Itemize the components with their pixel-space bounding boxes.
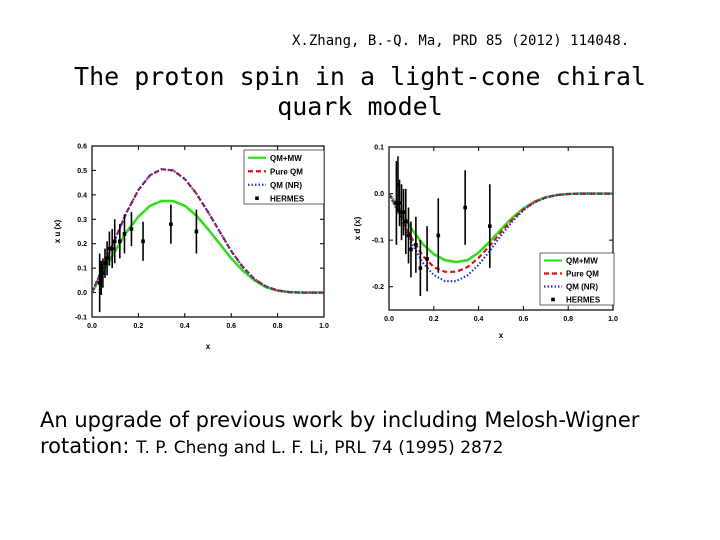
legend-marker xyxy=(551,297,555,302)
legend: QM+MW Pure QM QM (NR) HERMES xyxy=(539,252,615,306)
legend-label: Pure QM xyxy=(270,167,303,176)
x-tick-label: 0.2 xyxy=(134,323,144,330)
y-tick-label: -0.1 xyxy=(372,238,384,245)
x-tick-label: 0.4 xyxy=(474,316,484,323)
y-tick-label: -0.1 xyxy=(75,315,87,322)
legend-box xyxy=(243,149,325,205)
hermes-point xyxy=(99,276,104,280)
legend-box xyxy=(539,252,615,306)
x-tick-label: 0.6 xyxy=(226,323,236,330)
legend-label: HERMES xyxy=(566,296,601,305)
citation: X.Zhang, B.-Q. Ma, PRD 85 (2012) 114048. xyxy=(292,33,630,49)
hermes-point xyxy=(122,232,127,236)
title-line-2: quark model xyxy=(277,92,443,121)
hermes-point xyxy=(194,229,199,234)
legend-label: QM+MW xyxy=(566,257,598,266)
chart-2: 0.0 0.2 0.4 0.6 0.8 1.0 -0.2 -0.1 0.0 0.1 x x d (x)… xyxy=(353,145,618,341)
hermes-point xyxy=(463,205,467,210)
series-line-qm-nr- xyxy=(388,192,613,283)
legend-label: Pure QM xyxy=(566,270,599,279)
hermes-point xyxy=(110,246,114,251)
series-line-qm-nr- xyxy=(90,168,324,294)
x-tick-label: 0.8 xyxy=(273,323,283,330)
y-tick-label: 0.1 xyxy=(374,145,384,152)
caption-reference: T. P. Cheng and L. F. Li, PRL 74 (1995) … xyxy=(136,438,504,458)
hermes-point xyxy=(436,233,441,238)
hermes-point xyxy=(425,256,429,261)
chart-1: 0.0 0.2 0.4 0.6 0.8 1.0-0.10.00.10.20.30.40.5… xyxy=(53,144,329,352)
y-tick-label: 0.3 xyxy=(77,217,87,224)
hermes-point xyxy=(406,233,411,238)
hermes-point xyxy=(141,239,145,244)
x-tick-label: 1.0 xyxy=(608,316,618,323)
plot-frame xyxy=(91,145,325,318)
caption-line-1: An upgrade of previous work by including… xyxy=(40,408,640,432)
legend-label: QM (NR) xyxy=(566,283,598,292)
x-axis-label: x xyxy=(499,331,504,340)
plot-frame xyxy=(388,146,614,311)
legend-label: QM+MW xyxy=(270,154,302,163)
y-axis-label: x u (x) xyxy=(53,219,62,243)
hermes-point xyxy=(394,201,399,205)
x-tick-label: 0.6 xyxy=(519,316,529,323)
hermes-point xyxy=(404,219,408,224)
hermes-point xyxy=(397,201,402,205)
x-tick-label: 0.0 xyxy=(87,323,97,330)
x-axis-label: x xyxy=(206,342,211,351)
y-tick-label: 0.1 xyxy=(77,266,87,273)
hermes-point xyxy=(418,266,423,270)
hermes-point xyxy=(112,239,117,244)
series-line-qm-mw xyxy=(387,192,613,264)
title-line-1: The proton spin in a light-cone chiral xyxy=(74,62,646,91)
y-tick-label: 0.0 xyxy=(77,290,87,297)
hermes-point xyxy=(118,239,122,244)
y-tick-label: 0.2 xyxy=(77,241,87,248)
x-tick-label: 1.0 xyxy=(319,323,329,330)
hermes-point xyxy=(399,210,404,214)
legend-marker xyxy=(255,196,259,201)
legend: QM+MW Pure QM QM (NR) HERMES xyxy=(243,149,325,205)
caption-line-2-prefix: rotation: xyxy=(40,434,137,458)
x-tick-label: 0.2 xyxy=(429,316,439,323)
hermes-point xyxy=(103,261,107,266)
hermes-point xyxy=(97,281,102,285)
hermes-point xyxy=(105,256,109,261)
legend-label: QM (NR) xyxy=(270,181,302,190)
hermes-point xyxy=(414,243,418,247)
x-tick-label: 0.8 xyxy=(563,316,573,323)
y-tick-label: 0.5 xyxy=(77,168,87,175)
hermes-point xyxy=(488,224,492,228)
slide-title: The proton spin in a light-cone chiral q… xyxy=(60,62,660,122)
legend-label: HERMES xyxy=(270,194,305,203)
hermes-point xyxy=(129,227,134,231)
y-tick-label: 0.0 xyxy=(374,191,384,198)
hermes-point xyxy=(101,271,105,275)
caption: An upgrade of previous work by including… xyxy=(40,406,700,458)
hermes-point xyxy=(107,246,112,251)
hermes-point xyxy=(409,247,413,252)
hermes-point xyxy=(169,222,173,226)
y-axis-label: x d (x) xyxy=(353,216,362,240)
hermes-point xyxy=(396,182,400,187)
x-tick-label: 0.4 xyxy=(180,323,190,330)
y-tick-label: -0.2 xyxy=(372,284,384,291)
x-tick-label: 0.0 xyxy=(384,316,394,323)
y-tick-label: 0.6 xyxy=(77,144,87,151)
hermes-point xyxy=(401,210,406,214)
y-tick-label: 0.4 xyxy=(77,192,87,199)
